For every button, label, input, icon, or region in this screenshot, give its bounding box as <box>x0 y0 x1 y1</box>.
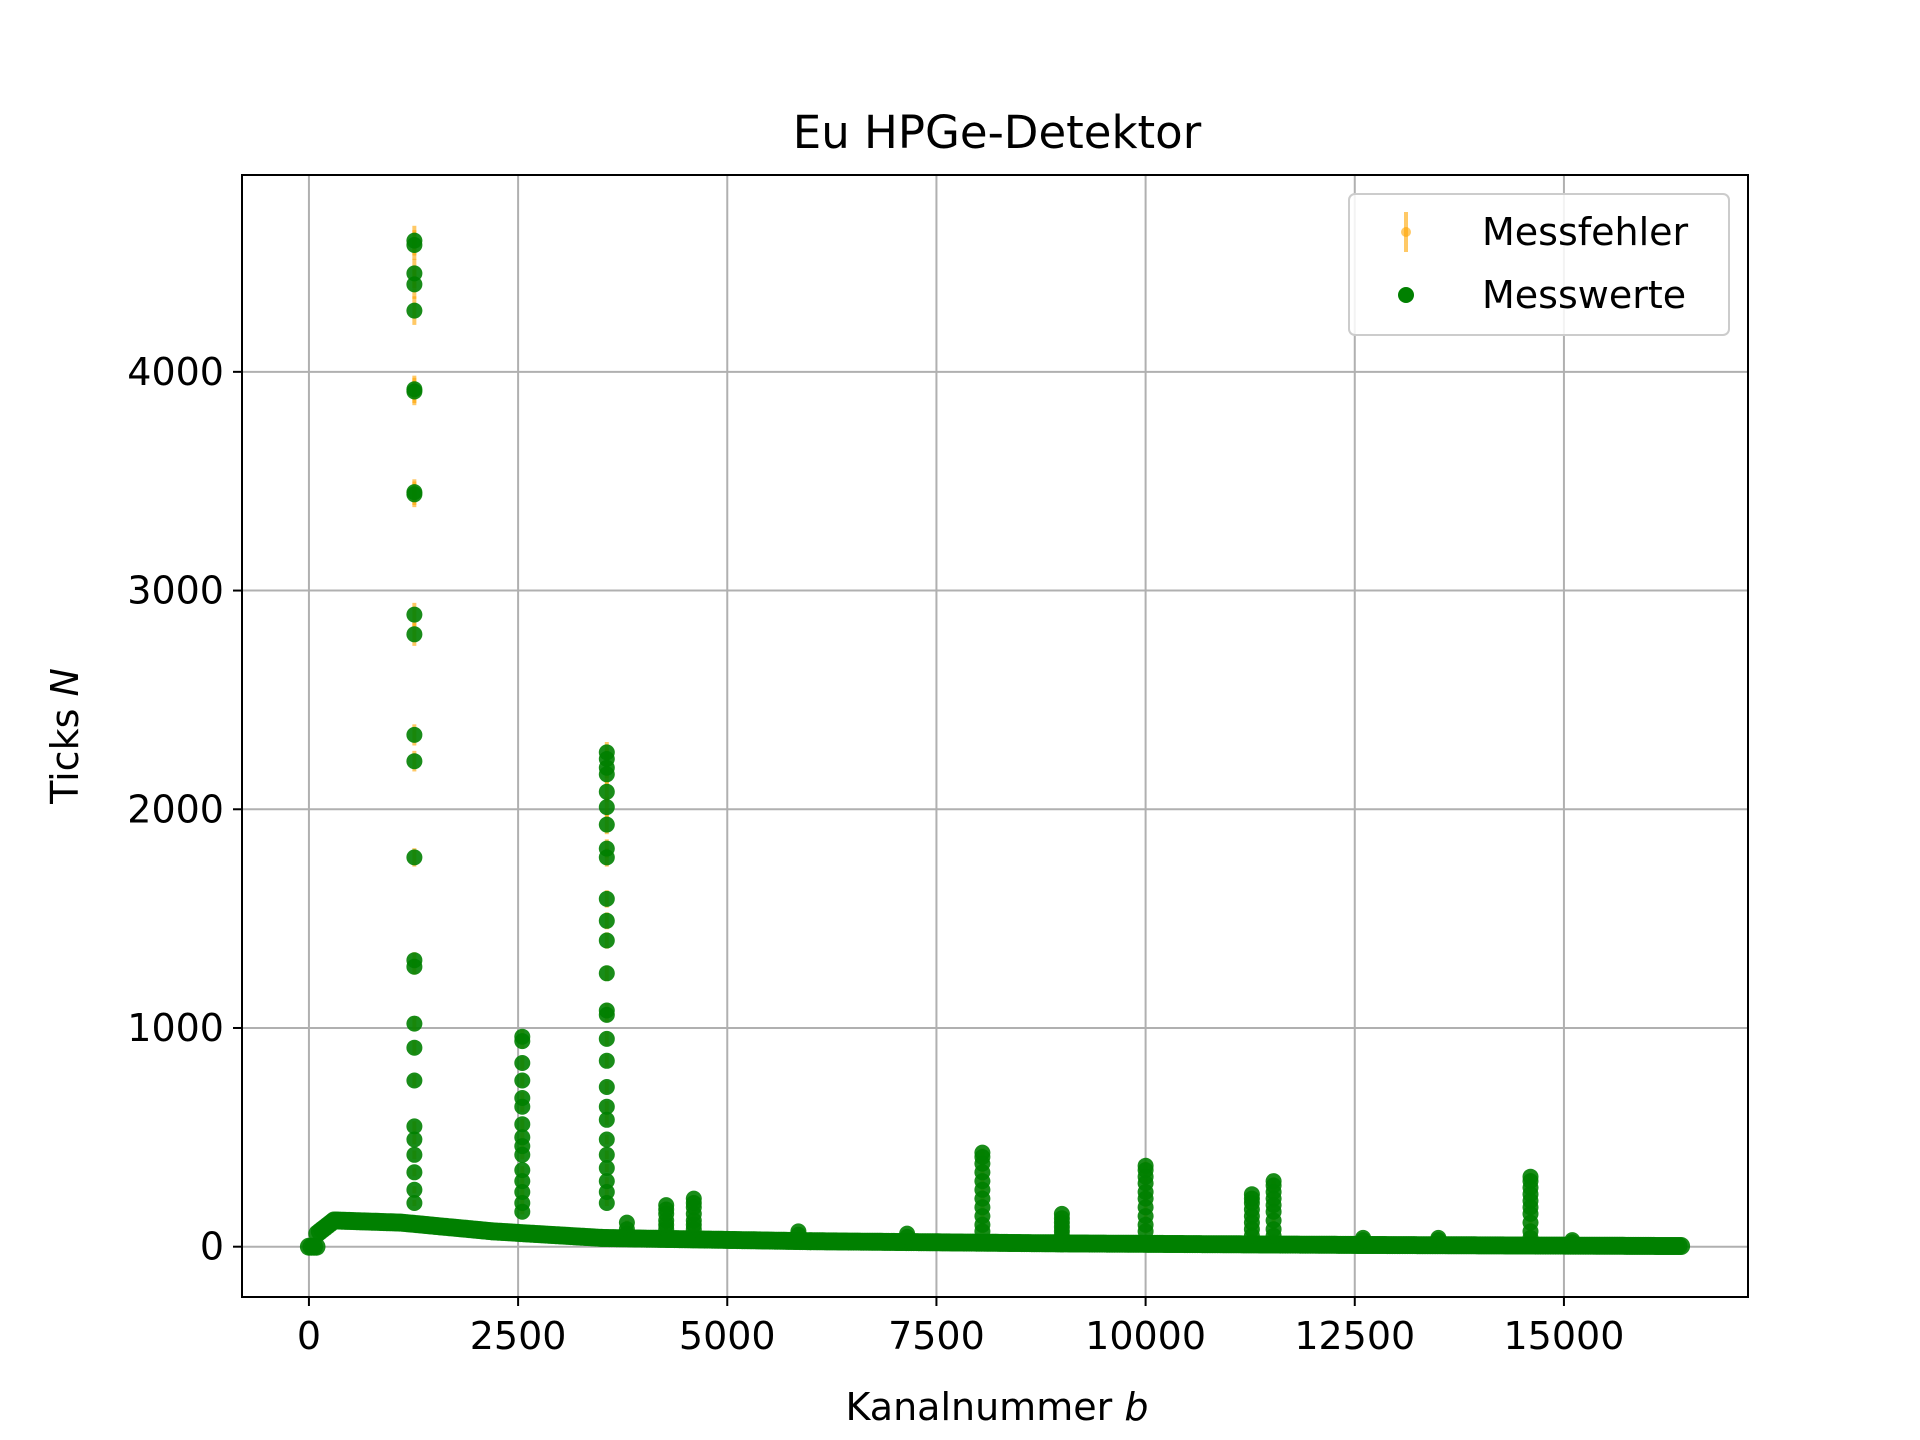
legend-label-points: Messwerte <box>1482 273 1686 317</box>
chart-title: Eu HPGe-Detektor <box>793 106 1202 159</box>
data-point <box>598 1079 615 1095</box>
data-point <box>406 1131 423 1148</box>
x-tick-label: 0 <box>297 1314 321 1358</box>
x-tick-label: 2500 <box>470 1314 567 1358</box>
legend-label-errors: Messfehler <box>1482 210 1689 254</box>
data-point <box>598 1030 615 1047</box>
data-point <box>406 383 423 400</box>
data-point <box>598 1160 615 1176</box>
data-point <box>790 1226 807 1243</box>
data-point <box>514 1203 531 1220</box>
data-point <box>406 1039 423 1056</box>
x-tick-label: 15000 <box>1503 1314 1624 1358</box>
data-point <box>618 1225 635 1242</box>
x-axis-label-text: Kanalnummer <box>846 1385 1113 1429</box>
plot-frame <box>241 174 1749 1298</box>
grid-lines <box>242 175 1748 1297</box>
data-point <box>406 606 423 623</box>
data-point <box>598 1195 615 1211</box>
y-axis-label-text: Ticks <box>43 709 87 805</box>
data-point <box>598 1006 615 1023</box>
data-point <box>406 1118 423 1135</box>
data-point <box>406 1164 423 1181</box>
data-point <box>1430 1232 1447 1249</box>
data-point <box>1672 1237 1691 1255</box>
data-point <box>598 799 615 816</box>
data-point <box>514 1116 531 1133</box>
data-point <box>406 626 423 643</box>
data-point <box>514 1146 531 1163</box>
data-point <box>658 1221 675 1238</box>
data-point <box>406 265 423 282</box>
y-tick-label: 1000 <box>127 1006 224 1050</box>
data-point <box>899 1228 916 1245</box>
x-axis-ticks: 0 2500 5000 7500 10000 12500 15000 <box>297 1297 1624 1358</box>
data-point <box>406 302 423 319</box>
data-point <box>406 1146 423 1163</box>
data-point <box>406 849 423 866</box>
data-point <box>406 237 423 253</box>
data-point <box>1522 1229 1539 1246</box>
data-point <box>406 958 423 975</box>
y-tick-label: 0 <box>200 1225 224 1269</box>
data-point <box>598 1131 615 1148</box>
y-axis-label: Ticks N <box>43 668 87 805</box>
data-point <box>514 1098 531 1115</box>
data-point <box>598 1111 615 1128</box>
data-point <box>514 1072 531 1089</box>
legend-box <box>1348 193 1730 336</box>
data-point <box>514 1162 531 1179</box>
data-point <box>406 486 423 503</box>
data-point <box>1564 1234 1581 1251</box>
data-point <box>406 1181 423 1198</box>
y-tick-label: 3000 <box>127 569 224 613</box>
data-point <box>514 1055 531 1071</box>
data-point <box>598 912 615 929</box>
data-point <box>1053 1227 1070 1244</box>
data-point <box>1243 1227 1260 1244</box>
data-point <box>1355 1232 1372 1249</box>
data-point <box>307 1237 326 1256</box>
data-points-series <box>299 232 1691 1256</box>
x-tick-label: 10000 <box>1085 1314 1206 1358</box>
legend: Messfehler Messwerte <box>1348 193 1730 336</box>
data-point <box>598 890 615 907</box>
data-point <box>1137 1223 1154 1240</box>
data-point <box>406 1015 423 1032</box>
x-tick-label: 7500 <box>888 1314 985 1358</box>
x-axis-label: Kanalnummer b <box>846 1385 1149 1429</box>
y-axis-label-variable: N <box>43 668 87 696</box>
y-axis-ticks: 0 1000 2000 3000 4000 <box>127 350 242 1269</box>
data-point <box>1265 1227 1282 1244</box>
data-point <box>598 1098 615 1115</box>
data-point <box>598 1052 615 1069</box>
data-point <box>598 783 615 800</box>
data-point <box>685 1221 702 1238</box>
data-point <box>406 753 423 770</box>
data-point <box>598 816 615 833</box>
data-point <box>406 1195 423 1211</box>
x-axis-label-variable: b <box>1124 1385 1148 1429</box>
x-tick-label: 5000 <box>679 1314 776 1358</box>
data-point <box>598 932 615 949</box>
data-point <box>598 766 615 783</box>
data-point <box>514 1033 531 1050</box>
x-tick-label: 12500 <box>1294 1314 1415 1358</box>
data-point <box>406 276 423 293</box>
data-point <box>598 849 615 866</box>
data-point <box>406 726 423 743</box>
y-tick-label: 2000 <box>127 787 224 831</box>
data-point <box>514 1184 531 1200</box>
legend-errorbar-icon <box>1401 212 1411 252</box>
data-point <box>598 1146 615 1163</box>
data-point <box>406 1072 423 1089</box>
data-point <box>598 1184 615 1200</box>
legend-point-icon <box>1398 287 1414 303</box>
data-point <box>974 1223 991 1240</box>
data-point <box>598 965 615 982</box>
y-tick-label: 4000 <box>127 350 224 394</box>
